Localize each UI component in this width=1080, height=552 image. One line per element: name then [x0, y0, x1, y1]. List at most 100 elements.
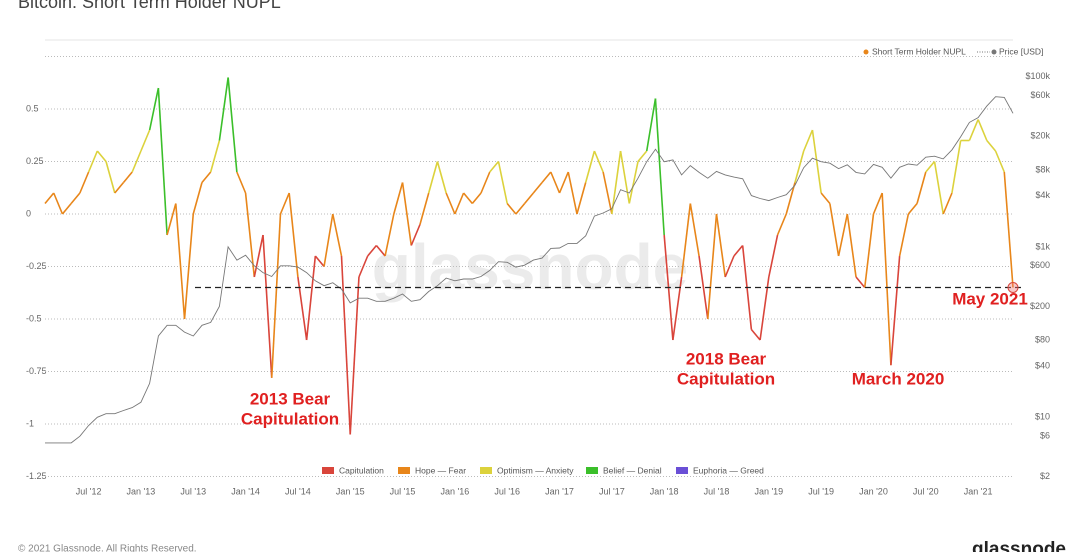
x-tick-label: Jul '12: [76, 486, 102, 496]
nupl-segment: [497, 161, 508, 204]
y2-tick-label: $6: [1040, 431, 1050, 441]
y2-tick-label: $4k: [1035, 190, 1050, 200]
nupl-segment: [244, 192, 256, 278]
y2-tick-label: $60k: [1030, 90, 1050, 100]
nupl-segment: [715, 213, 727, 278]
nupl-segment: [305, 255, 317, 341]
nupl-segment: [384, 213, 395, 257]
nupl-segment: [576, 182, 587, 215]
nupl-segment: [175, 203, 186, 320]
legend-swatch: [676, 467, 688, 474]
nupl-segment: [933, 161, 945, 215]
nupl-segment: [52, 192, 64, 215]
nupl-segment: [654, 98, 665, 236]
nupl-segment: [96, 150, 107, 163]
nupl-segment: [419, 192, 430, 225]
y-tick-label: -1.25: [26, 471, 47, 481]
watermark: glassnode: [372, 231, 689, 303]
y2-tick-label: $200: [1030, 301, 1050, 311]
annotation: March 2020: [852, 369, 945, 388]
nupl-segment: [114, 181, 125, 194]
nupl-segment: [602, 171, 613, 215]
legend-swatch: [398, 467, 410, 474]
nupl-segment: [977, 119, 988, 141]
footer: © 2021 Glassnode. All Rights Reserved.: [18, 544, 197, 552]
legend-swatch: [480, 467, 492, 474]
y-tick-label: -0.75: [26, 366, 47, 376]
legend-swatch: [586, 467, 598, 474]
x-tick-label: Jan '18: [650, 486, 679, 496]
nupl-segment: [558, 171, 569, 194]
x-tick-label: Jan '13: [127, 486, 156, 496]
y2-tick-label: $1k: [1035, 241, 1050, 251]
nupl-segment: [541, 171, 552, 184]
nupl-segment: [131, 150, 142, 173]
x-tick-label: Jul '15: [390, 486, 416, 496]
x-tick-label: Jan '21: [964, 486, 993, 496]
nupl-segment: [288, 192, 299, 278]
x-tick-label: Jul '18: [704, 486, 730, 496]
nupl-segment: [436, 161, 447, 194]
y-tick-label: 0: [26, 208, 31, 218]
nupl-segment: [994, 150, 1006, 173]
nupl-segment: [410, 224, 421, 246]
nupl-segment: [323, 213, 334, 267]
nupl-segment: [776, 213, 788, 236]
nupl-segment: [218, 77, 229, 141]
nupl-segment: [846, 213, 857, 278]
nupl-segment: [393, 182, 404, 215]
x-tick-label: Jul '19: [808, 486, 834, 496]
nupl-segment: [262, 234, 273, 378]
brand: glassnode: [972, 539, 1066, 552]
nupl-segment: [270, 213, 282, 378]
annotation: 2013 Bear: [250, 389, 331, 408]
nupl-segment: [768, 234, 779, 278]
nupl-segment: [480, 171, 491, 194]
nupl-segment: [427, 161, 439, 194]
x-tick-label: Jul '13: [180, 486, 206, 496]
nupl-segment: [183, 213, 195, 320]
y-tick-label: -0.5: [26, 313, 42, 323]
nupl-segment: [724, 255, 735, 278]
nupl-segment: [925, 160, 936, 173]
nupl-segment: [454, 192, 465, 215]
nupl-segment: [349, 276, 360, 435]
nupl-segment: [105, 161, 116, 194]
nupl-segment: [611, 150, 622, 215]
nupl-segment: [70, 192, 81, 205]
nupl-segment: [279, 192, 290, 215]
legend-label: Belief — Denial: [603, 465, 662, 475]
nupl-segment: [872, 192, 883, 215]
x-tick-label: Jul '14: [285, 486, 311, 496]
nupl-segment: [532, 181, 543, 194]
nupl-segment: [166, 203, 177, 236]
nupl-segment: [951, 140, 962, 194]
nupl-segment: [140, 129, 151, 152]
legend-swatch: [322, 467, 334, 474]
nupl-segment: [794, 150, 805, 183]
nupl-segment: [297, 276, 308, 341]
nupl-segment: [148, 87, 160, 131]
nupl-segment: [192, 182, 203, 215]
nupl-segment: [87, 150, 99, 173]
nupl-segment: [253, 234, 264, 278]
nupl-segment: [898, 213, 910, 257]
nupl-segment: [122, 171, 133, 184]
nupl-segment: [986, 139, 997, 152]
y2-tick-label: $10: [1035, 412, 1050, 422]
nupl-segment: [201, 171, 212, 184]
nupl-segment: [401, 182, 413, 246]
nupl-segment: [628, 161, 639, 204]
nupl-segment: [506, 202, 517, 215]
nupl-segment: [375, 244, 386, 257]
nupl-segment: [916, 171, 927, 204]
x-tick-label: Jul '20: [913, 486, 939, 496]
nupl-segment: [1003, 171, 1014, 288]
legend-label: Hope — Fear: [415, 465, 466, 475]
nupl-segment: [890, 255, 901, 366]
nupl-segment: [79, 171, 90, 194]
y2-tick-label: $8k: [1035, 164, 1050, 174]
price-line: [45, 96, 1014, 444]
nupl-segment: [907, 202, 918, 215]
nupl-segment: [645, 98, 657, 152]
